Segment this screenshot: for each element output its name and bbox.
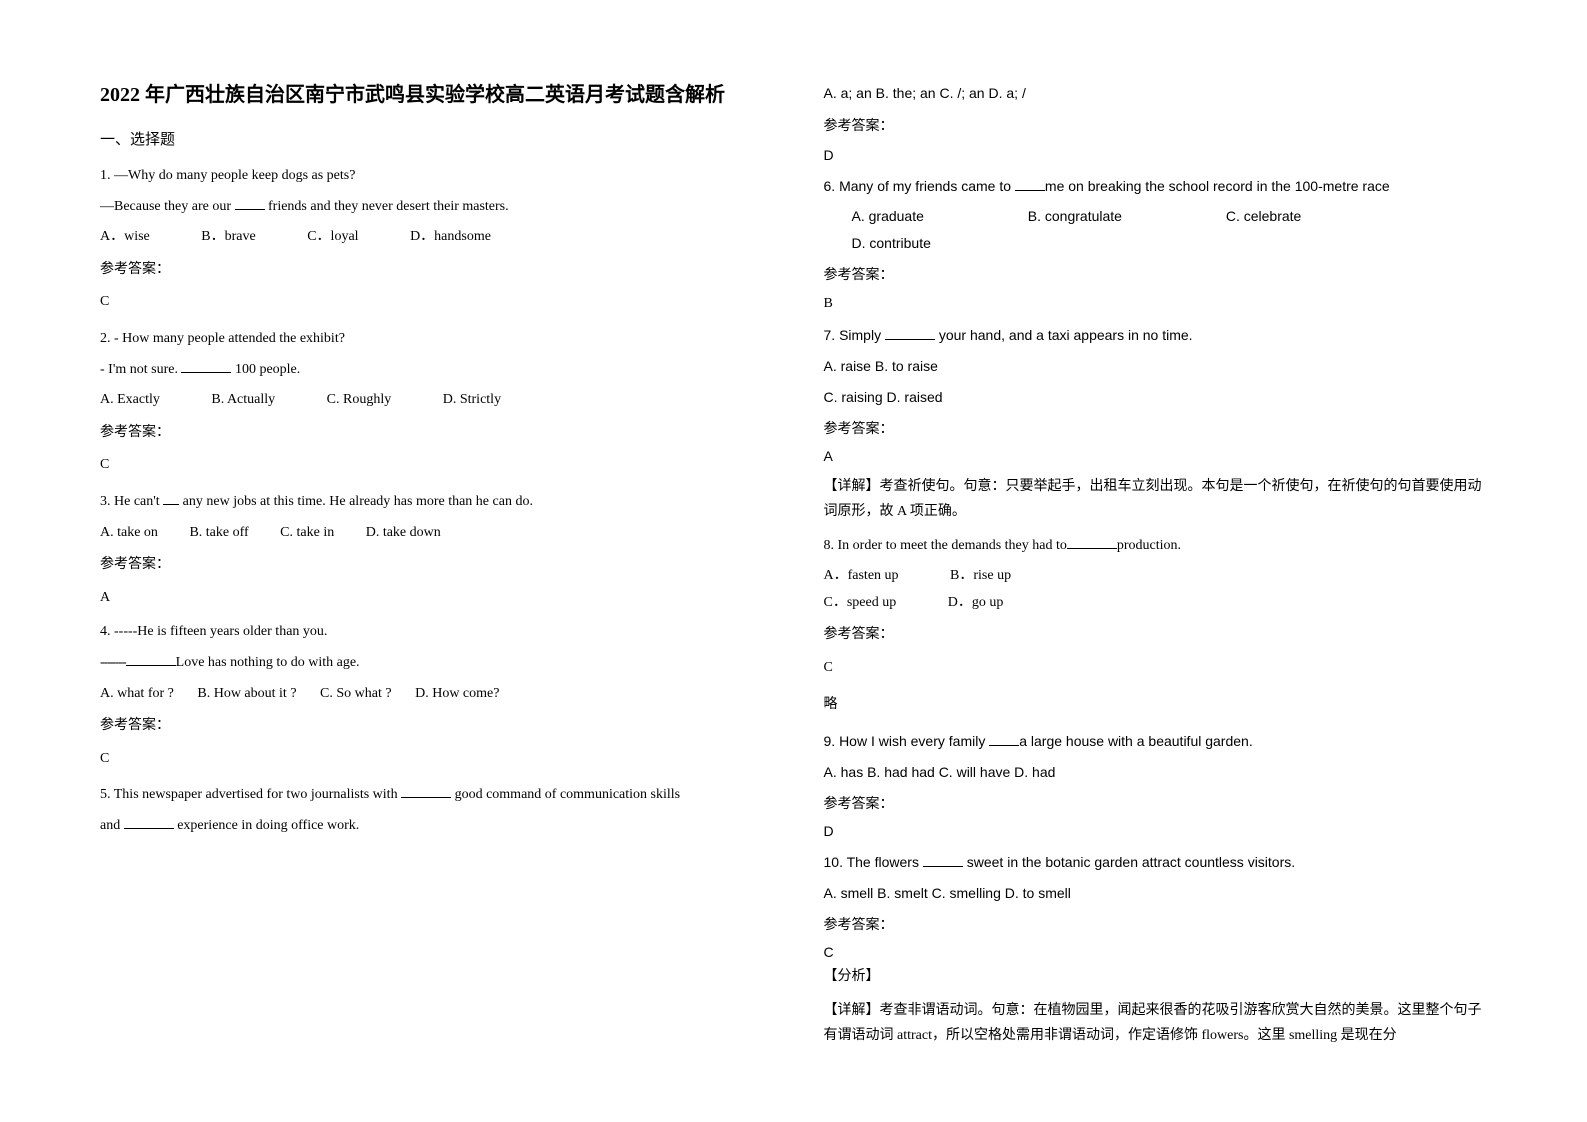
blank bbox=[163, 491, 179, 505]
answer: C bbox=[100, 746, 764, 773]
options: C．speed up D．go up bbox=[824, 590, 1488, 617]
options: A. take on B. take off C. take in D. tak… bbox=[100, 520, 764, 547]
question-text: 6. Many of my friends came to me on brea… bbox=[824, 173, 1488, 200]
answer: C bbox=[824, 655, 1488, 682]
answer-label: 参考答案： bbox=[824, 115, 1488, 135]
answer: B bbox=[824, 296, 1488, 312]
left-column: 2022 年广西壮族自治区南宁市武鸣县实验学校高二英语月考试题含解析 一、选择题… bbox=[100, 80, 764, 1056]
answer: D bbox=[824, 147, 1488, 163]
blank bbox=[1067, 535, 1117, 549]
options: A．wise B．brave C．loyal D．handsome bbox=[100, 224, 764, 251]
options: A. a; an B. the; an C. /; an D. a; / bbox=[824, 80, 1488, 107]
blank bbox=[181, 359, 231, 373]
question-1: 1. —Why do many people keep dogs as pets… bbox=[100, 163, 764, 316]
explanation: 【详解】考查非谓语动词。句意：在植物园里，闻起来很香的花吸引游客欣赏大自然的美景… bbox=[824, 998, 1488, 1048]
right-column: A. a; an B. the; an C. /; an D. a; / 参考答… bbox=[824, 80, 1488, 1056]
question-8: 8. In order to meet the demands they had… bbox=[824, 533, 1488, 719]
options: A. Exactly B. Actually C. Roughly D. Str… bbox=[100, 387, 764, 414]
answer-label: 参考答案： bbox=[824, 418, 1488, 438]
blank bbox=[1015, 177, 1045, 191]
blank bbox=[989, 732, 1019, 746]
options: A. what for ? B. How about it ? C. So wh… bbox=[100, 681, 764, 708]
blank bbox=[401, 784, 451, 798]
question-5-cont: A. a; an B. the; an C. /; an D. a; / bbox=[824, 80, 1488, 107]
answer-label: 参考答案： bbox=[100, 257, 764, 284]
question-text: —Because they are our friends and they n… bbox=[100, 194, 764, 221]
options: A. smell B. smelt C. smelling D. to smel… bbox=[824, 880, 1488, 907]
question-3: 3. He can't any new jobs at this time. H… bbox=[100, 489, 764, 611]
answer-label: 参考答案： bbox=[824, 793, 1488, 813]
blank bbox=[126, 652, 176, 666]
question-text: 4. -----He is fifteen years older than y… bbox=[100, 619, 764, 646]
question-text: -------Love has nothing to do with age. bbox=[100, 650, 764, 677]
options: A. raise B. to raise bbox=[824, 353, 1488, 380]
options: A．fasten up B．rise up bbox=[824, 563, 1488, 590]
question-text: 2. - How many people attended the exhibi… bbox=[100, 326, 764, 353]
answer-label: 参考答案： bbox=[100, 552, 764, 579]
exam-document: 2022 年广西壮族自治区南宁市武鸣县实验学校高二英语月考试题含解析 一、选择题… bbox=[0, 0, 1587, 1096]
question-7: 7. Simply your hand, and a taxi appears … bbox=[824, 322, 1488, 410]
question-4: 4. -----He is fifteen years older than y… bbox=[100, 619, 764, 772]
document-title: 2022 年广西壮族自治区南宁市武鸣县实验学校高二英语月考试题含解析 bbox=[100, 80, 764, 110]
blank bbox=[235, 196, 265, 210]
blank bbox=[885, 326, 935, 340]
answer: C bbox=[100, 289, 764, 316]
blank bbox=[923, 853, 963, 867]
options: A. graduate B. congratulate C. celebrate… bbox=[824, 203, 1488, 256]
question-text: 10. The flowers sweet in the botanic gar… bbox=[824, 849, 1488, 876]
answer-label: 参考答案： bbox=[824, 622, 1488, 649]
analysis-label: 【分析】 bbox=[824, 964, 1488, 989]
question-text: 7. Simply your hand, and a taxi appears … bbox=[824, 322, 1488, 349]
answer-label: 参考答案： bbox=[824, 914, 1488, 934]
options: C. raising D. raised bbox=[824, 384, 1488, 411]
answer-label: 参考答案： bbox=[824, 264, 1488, 284]
question-10: 10. The flowers sweet in the botanic gar… bbox=[824, 849, 1488, 906]
question-2: 2. - How many people attended the exhibi… bbox=[100, 326, 764, 479]
options: A. has B. had had C. will have D. had bbox=[824, 759, 1488, 786]
answer: C bbox=[100, 452, 764, 479]
question-5: 5. This newspaper advertised for two jou… bbox=[100, 782, 764, 839]
question-text: 8. In order to meet the demands they had… bbox=[824, 533, 1488, 560]
question-text: 5. This newspaper advertised for two jou… bbox=[100, 782, 764, 809]
question-text: 1. —Why do many people keep dogs as pets… bbox=[100, 163, 764, 190]
answer-label: 参考答案： bbox=[100, 420, 764, 447]
section-header: 一、选择题 bbox=[100, 128, 764, 149]
explanation: 【详解】考查祈使句。句意：只要举起手，出租车立刻出现。本句是一个祈使句，在祈使句… bbox=[824, 474, 1488, 524]
blank bbox=[124, 815, 174, 829]
answer: A bbox=[100, 585, 764, 612]
omit-text: 略 bbox=[824, 692, 1488, 719]
question-text: 3. He can't any new jobs at this time. H… bbox=[100, 489, 764, 516]
answer-label: 参考答案： bbox=[100, 713, 764, 740]
question-text: - I'm not sure. 100 people. bbox=[100, 357, 764, 384]
question-text: 9. How I wish every family a large house… bbox=[824, 728, 1488, 755]
answer: C bbox=[824, 944, 1488, 960]
question-9: 9. How I wish every family a large house… bbox=[824, 728, 1488, 785]
question-6: 6. Many of my friends came to me on brea… bbox=[824, 173, 1488, 257]
answer: D bbox=[824, 823, 1488, 839]
answer: A bbox=[824, 448, 1488, 464]
question-text: and experience in doing office work. bbox=[100, 813, 764, 840]
